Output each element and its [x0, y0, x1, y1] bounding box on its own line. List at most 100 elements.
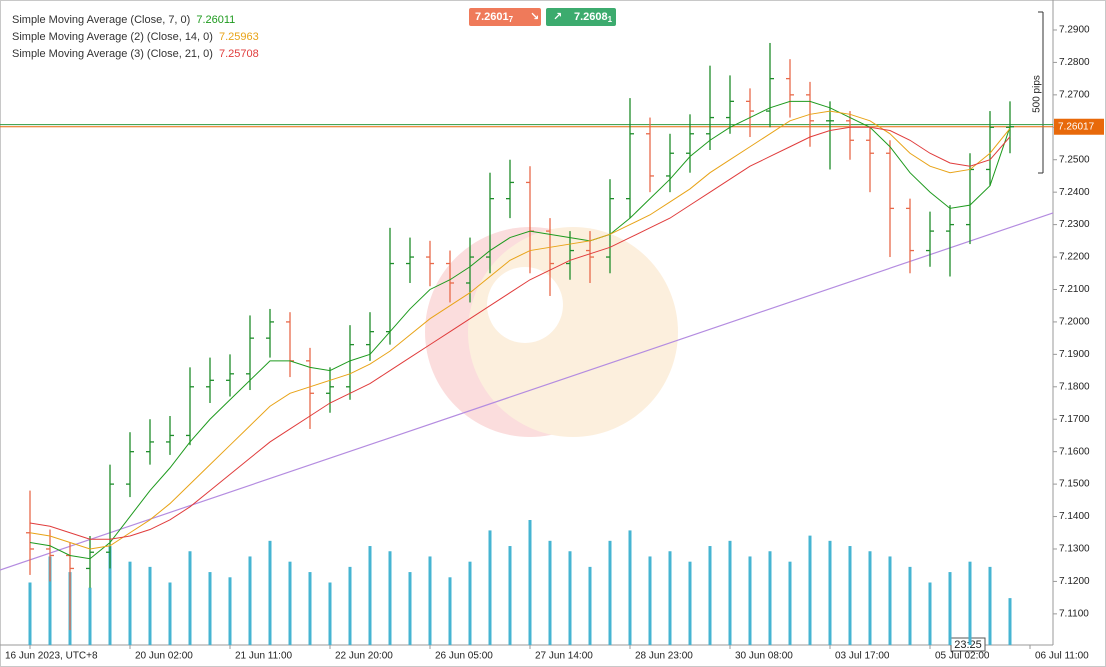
- y-tick-label: 7.1100: [1059, 609, 1089, 620]
- y-tick-label: 7.2500: [1059, 154, 1090, 165]
- buy-price-main: 7.2608: [574, 11, 608, 23]
- y-tick-label: 7.1700: [1059, 414, 1090, 425]
- y-tick-label: 7.1200: [1059, 576, 1090, 587]
- volume-bar: [368, 546, 372, 645]
- pips-annotation: 500 pips: [1032, 75, 1043, 113]
- sell-button[interactable]: 7.26017 ↘: [469, 8, 541, 26]
- volume-bar: [1008, 598, 1012, 645]
- volume-bar: [388, 551, 392, 645]
- y-tick-label: 7.2300: [1059, 219, 1090, 230]
- volume-bar: [708, 546, 712, 645]
- volume-bar: [168, 582, 172, 645]
- volume-bar: [108, 546, 112, 645]
- buy-price: 7.26081: [574, 11, 613, 24]
- buy-pip: 1: [608, 15, 613, 24]
- y-tick-label: 7.2000: [1059, 317, 1090, 328]
- volume-bar: [188, 551, 192, 645]
- sell-price: 7.26017: [475, 11, 514, 24]
- volume-bar: [968, 561, 972, 645]
- volume-bar: [868, 551, 872, 645]
- volume-bar: [608, 540, 612, 645]
- volume-bar: [508, 546, 512, 645]
- legend-entry: Simple Moving Average (3) (Close, 21, 0)…: [12, 48, 259, 60]
- volume-bar: [48, 556, 52, 645]
- volume-bar: [848, 546, 852, 645]
- legend-value: 7.26011: [196, 14, 235, 26]
- x-tick-label: 30 Jun 08:00: [735, 651, 793, 662]
- volume-bar: [328, 582, 332, 645]
- volume-bar: [788, 561, 792, 645]
- volume-bar: [568, 551, 572, 645]
- legend-name: Simple Moving Average (3) (Close, 21, 0): [12, 48, 213, 60]
- x-tick-label: 20 Jun 02:00: [135, 651, 193, 662]
- volume-bar: [268, 540, 272, 645]
- volume-bar: [688, 561, 692, 645]
- volume-bar: [748, 556, 752, 645]
- sell-price-main: 7.2601: [475, 11, 509, 23]
- y-tick-label: 7.1900: [1059, 349, 1090, 360]
- x-tick-label: 21 Jun 11:00: [235, 651, 293, 662]
- volume-bar: [648, 556, 652, 645]
- legend-value: 7.25963: [219, 31, 259, 43]
- buy-button[interactable]: ↗ 7.26081: [546, 8, 616, 26]
- volume-bar: [828, 540, 832, 645]
- volume-bar: [448, 577, 452, 645]
- volume-bar: [288, 561, 292, 645]
- sell-pip: 7: [509, 15, 514, 24]
- volume-bar: [148, 566, 152, 645]
- y-tick-label: 7.2800: [1059, 57, 1090, 68]
- volume-bar: [928, 582, 932, 645]
- x-tick-label: 26 Jun 05:00: [435, 651, 493, 662]
- x-tick-label: 27 Jun 14:00: [535, 651, 593, 662]
- volume-bar: [628, 530, 632, 645]
- volume-bar: [548, 540, 552, 645]
- volume-bar: [348, 566, 352, 645]
- x-tick-label: 28 Jun 23:00: [635, 651, 693, 662]
- x-tick-label: 22 Jun 20:00: [335, 651, 393, 662]
- y-tick-label: 7.2200: [1059, 252, 1090, 263]
- trendline: [0, 212, 1054, 571]
- volume-bar: [668, 551, 672, 645]
- legend-entry: Simple Moving Average (2) (Close, 14, 0)…: [12, 31, 259, 43]
- moving-average-line: [29, 110, 1011, 550]
- volume-bar: [28, 582, 32, 645]
- time-marker: 23:25: [954, 639, 982, 651]
- legend-name: Simple Moving Average (Close, 7, 0): [12, 14, 190, 26]
- volume-bar: [488, 530, 492, 645]
- sell-arrow: ↘: [530, 11, 539, 23]
- x-tick-label: 16 Jun 2023, UTC+8: [5, 651, 98, 662]
- x-tick-label: 05 Jul 02:00: [935, 651, 990, 662]
- volume-bar: [528, 520, 532, 645]
- volume-bar: [948, 572, 952, 645]
- legend-name: Simple Moving Average (2) (Close, 14, 0): [12, 31, 213, 43]
- volume-bar: [988, 566, 992, 645]
- y-tick-label: 7.2700: [1059, 89, 1090, 100]
- y-tick-label: 7.1500: [1059, 479, 1090, 490]
- volume-bar: [888, 556, 892, 645]
- volume-bar: [808, 535, 812, 645]
- y-tick-label: 7.1800: [1059, 381, 1090, 392]
- volume-bar: [428, 556, 432, 645]
- y-tick-label: 7.2100: [1059, 284, 1090, 295]
- volume-bar: [128, 561, 132, 645]
- price-label: 7.26017: [1058, 121, 1095, 132]
- volume-bar: [728, 540, 732, 645]
- volume-bar: [88, 587, 92, 645]
- moving-average-line: [29, 100, 1011, 560]
- volume-bar: [228, 577, 232, 645]
- buy-arrow: ↗: [553, 11, 562, 23]
- legend-entry: Simple Moving Average (Close, 7, 0) 7.260…: [12, 14, 235, 26]
- volume-bar: [208, 572, 212, 645]
- price-label-box: [1054, 118, 1104, 135]
- y-tick-label: 7.1400: [1059, 511, 1090, 522]
- volume-bar: [768, 551, 772, 645]
- y-tick-label: 7.2400: [1059, 187, 1090, 198]
- watermark: [425, 227, 678, 437]
- volume-bar: [248, 556, 252, 645]
- x-tick-label: 06 Jul 11:00: [1035, 651, 1089, 662]
- x-tick-label: 03 Jul 17:00: [835, 651, 890, 662]
- y-tick-label: 7.2900: [1059, 25, 1090, 36]
- moving-average-line: [29, 126, 1011, 540]
